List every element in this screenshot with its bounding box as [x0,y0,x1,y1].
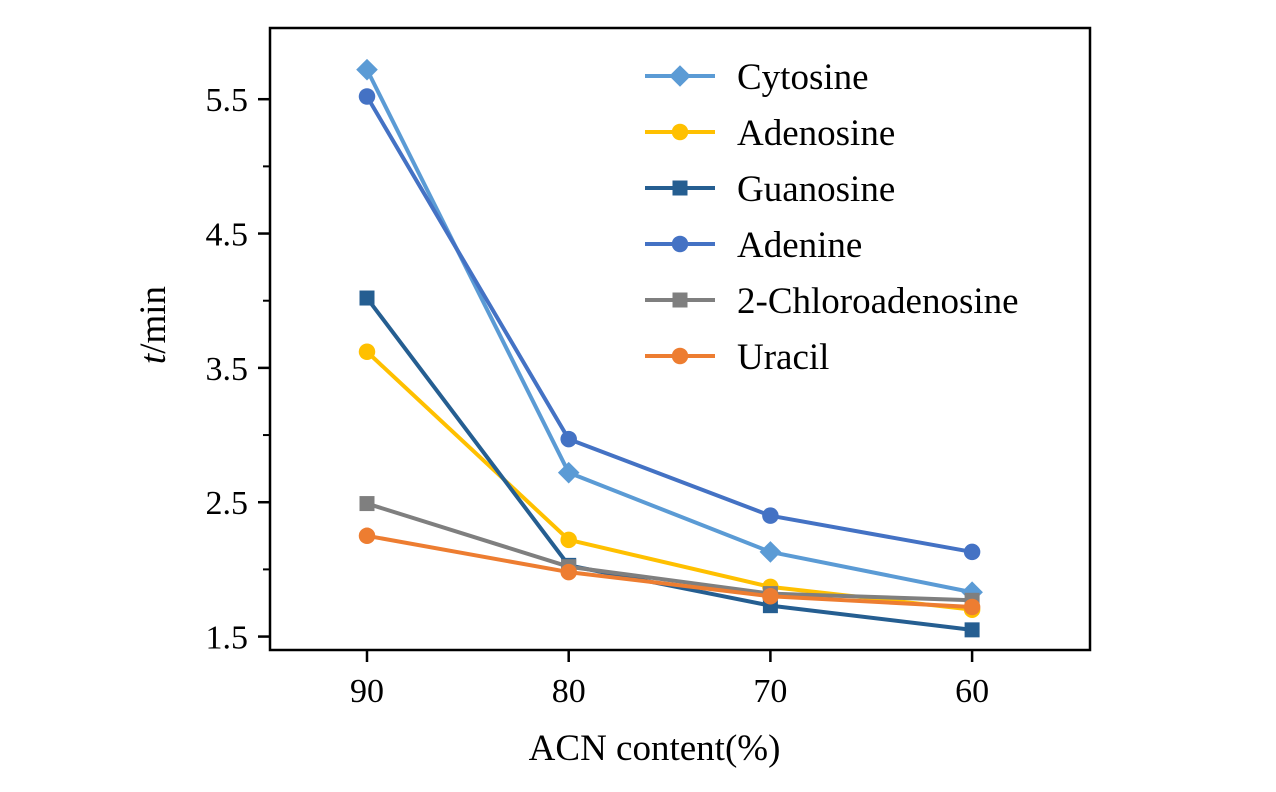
data-point-marker [672,292,688,308]
data-point-marker [560,430,577,448]
y-tick-label: 2.5 [206,485,249,522]
data-point-marker [356,58,378,81]
y-tick-label: 4.5 [206,217,249,254]
data-point-marker [358,343,376,361]
x-tick-label: 80 [552,673,586,710]
x-tick-label: 60 [955,673,989,710]
x-tick-label: 70 [753,673,787,710]
legend-entry: Adenine [645,225,862,266]
legend-label: Guanosine [737,169,895,210]
data-point-marker [669,65,691,87]
series-line [365,501,975,603]
series-adenine [358,88,981,561]
legend-entry: Cytosine [645,57,869,98]
series-line [365,94,975,554]
series-line [365,533,975,610]
data-point-marker [963,543,981,561]
plot-border [268,26,1092,652]
legend-entry: Guanosine [645,169,895,210]
axes: 1.5 2.5 3.5 4.5 5.5 90 80 70 60 ACN content(%) t/m… [133,26,1092,769]
data-point-marker [358,88,376,105]
legend: Cytosine Adenosine Guanosine Adenine 2-Chlor… [645,57,1019,378]
data-point-marker [560,531,577,549]
data-point-marker [963,598,981,616]
y-axis-title: t/min [133,286,174,364]
legend-label: Adenosine [737,113,895,154]
data-point-marker [359,290,375,306]
data-point-marker [759,541,782,563]
data-point-marker [964,622,980,638]
y-tick-label: 3.5 [206,351,249,388]
data-point-marker [359,496,375,512]
data-point-marker [762,507,779,524]
data-point-marker [557,461,580,484]
legend-entry: 2-Chloroadenosine [645,281,1019,322]
data-point-marker [672,180,688,196]
legend-entry: Uracil [645,337,829,378]
y-tick-label: 1.5 [206,620,249,657]
legend-entry: Adenosine [645,113,895,154]
data-point-marker [358,527,376,545]
data-point-marker [671,347,689,365]
legend-label: Uracil [737,337,829,378]
data-point-marker [671,123,689,141]
y-tick-label: 5.5 [206,82,249,119]
x-tick-label: 90 [350,673,384,710]
series-uracil [358,527,981,616]
data-point-marker [762,588,779,605]
data-point-marker [671,235,689,253]
x-axis-title: ACN content(%) [529,728,781,769]
legend-label: Adenine [737,225,862,266]
legend-label: 2-Chloroadenosine [737,281,1019,322]
data-point-marker [560,563,577,581]
legend-label: Cytosine [737,57,869,98]
